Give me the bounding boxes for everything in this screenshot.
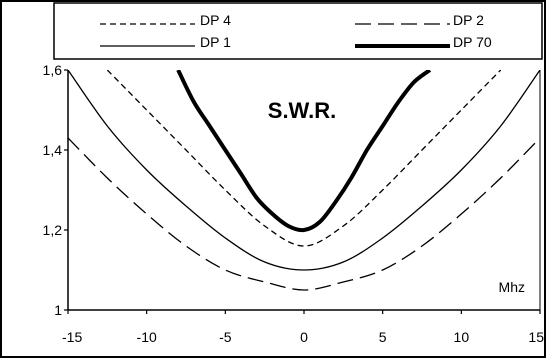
- x-tick-label: -5: [219, 329, 232, 345]
- x-unit-label: Mhz: [499, 279, 525, 295]
- y-tick-label: 1,2: [43, 222, 63, 238]
- series-line-dp-70: [176, 70, 432, 233]
- y-tick-label: 1,4: [43, 142, 63, 158]
- x-tick-label: -15: [62, 329, 82, 345]
- legend-label-dp-4: DP 4: [200, 12, 231, 28]
- x-tick-label: 0: [300, 329, 308, 345]
- x-tick-label: -10: [137, 329, 157, 345]
- series-layer: [68, 70, 540, 291]
- axes: 1 1,2 1,4 1,6 -15 -10 -5 0 5 10 15: [43, 62, 545, 345]
- legend-box: [53, 2, 543, 60]
- y-tick-label: 1: [54, 302, 62, 318]
- y-tick-label: 1,6: [43, 62, 63, 78]
- series-line-dp-1: [68, 70, 540, 271]
- x-tick-label: 15: [528, 329, 544, 345]
- x-tick-label: 5: [379, 329, 387, 345]
- chart-title: S.W.R.: [268, 98, 336, 123]
- legend: DP 4 DP 2 DP 1 DP 70: [100, 12, 492, 50]
- legend-label-dp-2: DP 2: [453, 12, 484, 28]
- legend-label-dp-1: DP 1: [200, 34, 231, 50]
- series-line-dp-2: [68, 137, 540, 291]
- series-line-dp-4: [106, 70, 502, 247]
- legend-label-dp-70: DP 70: [453, 34, 492, 50]
- x-tick-label: 10: [454, 329, 470, 345]
